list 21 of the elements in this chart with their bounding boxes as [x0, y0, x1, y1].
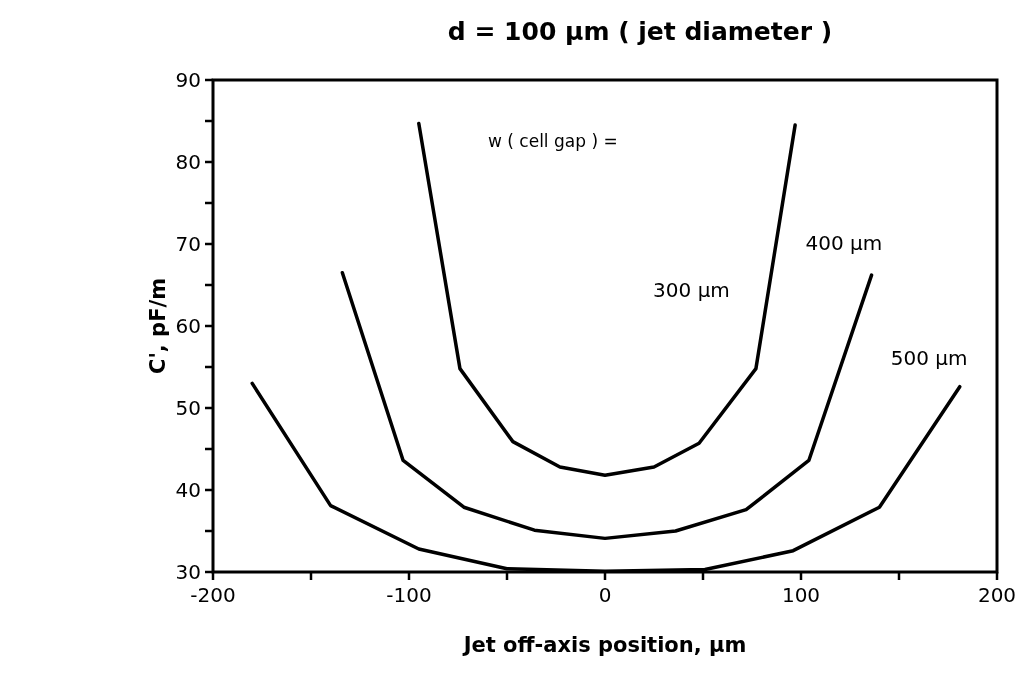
y-tick-label: 40	[175, 478, 201, 502]
annotation: w ( cell gap ) =	[488, 131, 618, 151]
x-axis-title: Jet off-axis position, µm	[461, 633, 747, 657]
series-label: 300 µm	[653, 278, 730, 303]
series-label: 500 µm	[890, 345, 968, 370]
y-tick-label: 90	[175, 68, 201, 92]
y-tick-label: 30	[175, 560, 201, 584]
x-tick-label: -100	[386, 583, 432, 607]
x-tick-label: 0	[598, 583, 612, 607]
line-series	[340, 270, 874, 541]
line-series	[417, 121, 797, 477]
y-tick-label: 70	[175, 232, 201, 256]
y-axis-title: C', pF/m	[146, 277, 170, 375]
series-label: 400 µm	[805, 231, 883, 256]
y-tick-label: 60	[175, 314, 201, 338]
x-tick-label: 100	[781, 583, 821, 607]
y-tick-label: 50	[175, 396, 201, 420]
y-tick-label: 80	[175, 150, 201, 174]
x-tick-label: 200	[977, 583, 1017, 607]
chart-title: d = 100 µm ( jet diameter )	[447, 17, 833, 46]
x-tick-label: -200	[190, 583, 236, 607]
